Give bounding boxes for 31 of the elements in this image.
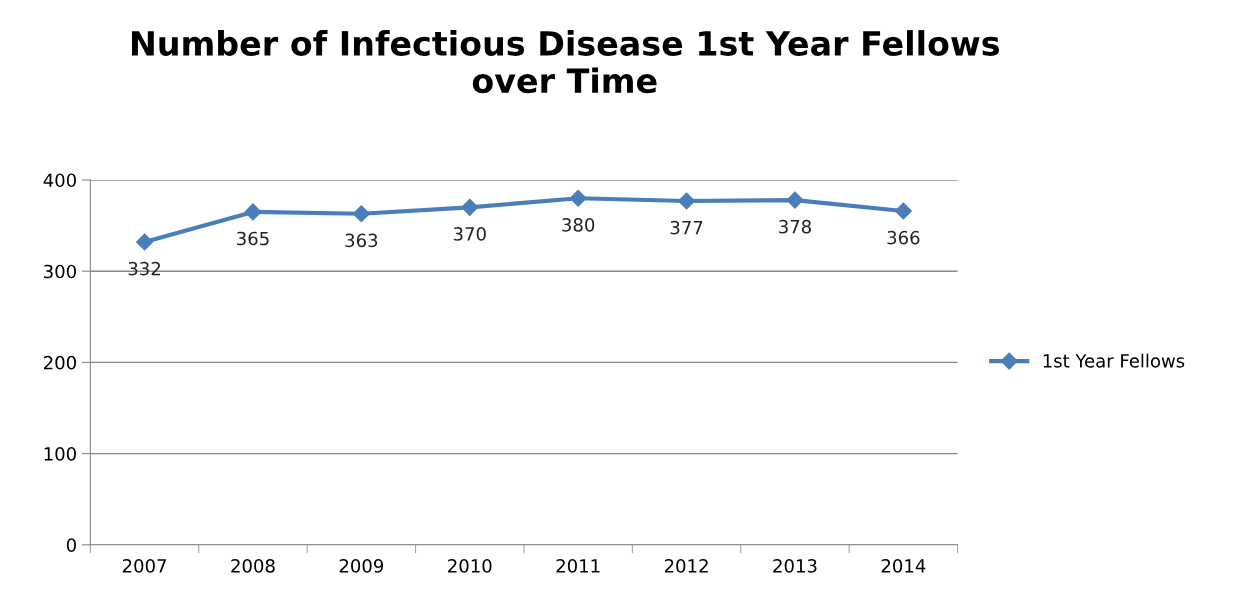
data-label: 370 [453,227,486,241]
y-tick-label: 0 [66,538,76,552]
x-tick-label: 2013 [773,559,817,573]
point [136,233,154,251]
point [569,189,587,207]
y-tick-label: 400 [43,173,76,188]
point [678,192,696,210]
data-label: 365 [237,231,269,246]
data-label: 366 [887,230,920,245]
chart-title: Number of Infectious Disease 1st Year Fellows over Time [131,30,999,94]
point [244,203,262,221]
x-tick-label: 2007 [122,559,166,573]
data-label: 378 [779,219,811,234]
data-label: 377 [670,220,703,235]
point [352,205,370,223]
x-tick-label: 2012 [664,559,708,573]
y-tick-label: 100 [44,447,76,461]
x-tick-label: 2014 [881,559,926,573]
point [461,198,479,216]
legend-label: 1st Year Fellows [1043,353,1185,368]
x-tick-label: 2008 [231,559,275,573]
x-tick-label: 2011 [556,559,600,573]
point [894,202,912,220]
data-label: 363 [345,233,378,248]
x-tick-label: 2009 [339,559,384,573]
y-tick-label: 300 [44,264,76,279]
y-tick-label: 200 [44,355,76,370]
data-label: 332 [128,261,160,276]
point [786,191,804,209]
data-label: 380 [562,218,595,232]
x-tick-label: 2010 [448,559,492,573]
